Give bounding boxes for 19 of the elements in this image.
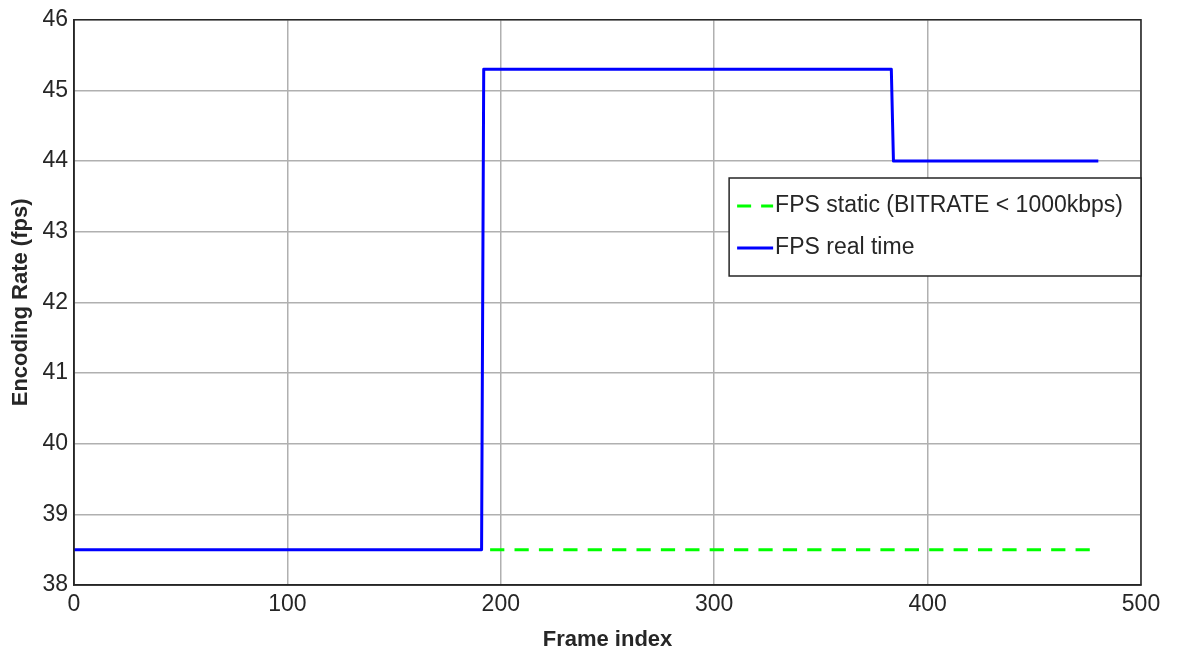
y-axis-title: Encoding Rate (fps) [7,198,33,407]
y-tick-label: 44 [42,146,69,173]
x-axis-title: Frame index [542,625,674,651]
x-tick-label: 500 [1121,590,1161,617]
y-tick-label: 39 [42,499,68,526]
x-tick-label: 200 [481,590,520,617]
y-tick-label: 45 [42,75,68,102]
x-tick-label: 400 [908,590,947,617]
y-tick-label: 43 [42,217,68,244]
x-tick-label: 0 [67,590,81,617]
y-tick-label: 38 [42,570,68,597]
x-tick-label: 300 [695,590,734,617]
legend-label: FPS static (BITRATE < 1000kbps) [775,191,1123,218]
legend-label: FPS real time [775,233,915,260]
y-tick-label: 40 [42,429,68,456]
y-tick-label: 42 [42,287,68,314]
x-tick-label: 100 [268,590,307,617]
y-tick-label: 41 [42,358,68,385]
y-tick-label: 46 [42,5,68,32]
